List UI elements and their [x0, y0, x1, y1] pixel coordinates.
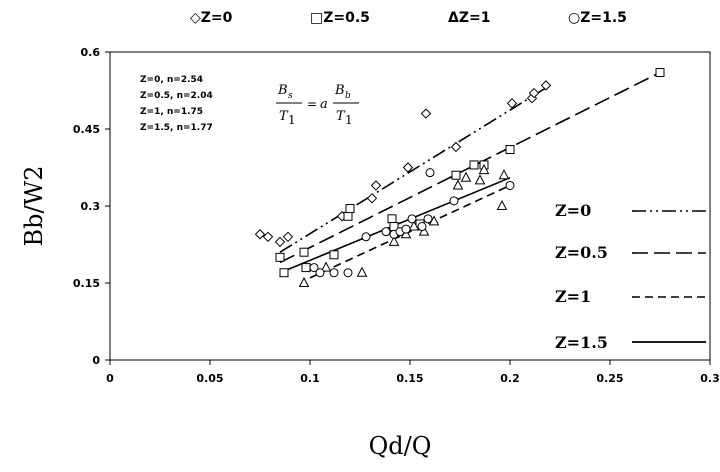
x-tick-label: 0 — [106, 372, 114, 385]
x-tick-label: 0.2 — [500, 372, 520, 385]
point-z15 — [449, 196, 459, 206]
point-z15 — [309, 263, 319, 273]
point-z15 — [381, 227, 391, 237]
line-legend-label-z15: Z=1.5 — [555, 333, 608, 352]
point-z05 — [655, 68, 665, 78]
eq-rhs-num: B — [334, 83, 345, 98]
fit-equation: B s T 1 = a B b T 1 — [276, 83, 359, 127]
x-axis-title: Qd/Q — [369, 432, 432, 460]
fit-line-z0 — [279, 84, 551, 253]
point-z0 — [282, 231, 294, 243]
point-z05 — [299, 247, 309, 257]
point-z05 — [451, 170, 461, 180]
point-z1 — [478, 163, 490, 175]
point-z15 — [505, 180, 515, 190]
point-z0 — [528, 87, 540, 99]
point-z0 — [450, 141, 462, 153]
x-tick-label: 0.1 — [300, 372, 320, 385]
point-z0 — [254, 229, 266, 240]
point-z1 — [408, 220, 420, 231]
point-z05 — [329, 250, 339, 260]
axis-ticks: 0 0.05 0.1 0.15 0.2 0.25 0.3 0 0.15 0.3 0.45 0.6 — [73, 46, 720, 385]
point-z05 — [505, 145, 515, 155]
line-legend-label-z1: Z=1 — [555, 287, 591, 306]
point-z1 — [474, 174, 486, 185]
x-tick-label: 0.15 — [396, 372, 423, 385]
legend-top-z1: ΔZ=1 — [448, 10, 490, 26]
point-z15 — [329, 268, 339, 278]
y-tick-label: 0.6 — [81, 46, 101, 59]
y-tick-label: 0.45 — [73, 123, 100, 136]
point-z05 — [279, 268, 289, 278]
annotation-line-z0: Z=0, n=2.54 — [140, 75, 203, 85]
eq-equals: = — [307, 97, 317, 111]
point-z0 — [402, 162, 414, 173]
point-z05 — [387, 214, 397, 224]
eq-lhs-num-sub: s — [288, 91, 293, 101]
y-tick-label: 0.15 — [73, 277, 100, 290]
eq-rhs-num-sub: b — [345, 91, 351, 101]
point-z15 — [315, 268, 325, 278]
eq-lhs-num: B — [277, 83, 288, 98]
point-z1 — [460, 171, 472, 182]
point-z15 — [417, 222, 427, 232]
point-z15 — [425, 168, 435, 178]
point-z0 — [540, 80, 552, 91]
data-points — [254, 68, 665, 287]
eq-coefficient: a — [320, 97, 328, 112]
point-z1 — [298, 276, 310, 287]
point-z05 — [345, 204, 355, 214]
point-z15 — [401, 224, 411, 234]
x-tick-label: 0.3 — [700, 372, 720, 385]
y-tick-label: 0 — [92, 354, 100, 367]
eq-lhs-den: T — [279, 109, 289, 124]
point-z05 — [301, 263, 311, 273]
point-z05 — [469, 160, 479, 170]
x-tick-label: 0.25 — [596, 372, 623, 385]
legend-top-z15: ○Z=1.5 — [568, 10, 627, 26]
point-z0 — [366, 193, 378, 204]
point-z1 — [320, 261, 332, 272]
eq-lhs-den-sub: 1 — [288, 113, 296, 127]
point-z1 — [388, 235, 400, 246]
point-z0 — [506, 98, 518, 109]
annotation-line-z1: Z=1, n=1.75 — [140, 107, 203, 117]
annotation-line-z15: Z=1.5, n=1.77 — [140, 123, 213, 133]
y-axis-title: Bb/W2 — [20, 165, 48, 246]
point-z0 — [262, 231, 274, 243]
point-z1 — [452, 179, 464, 190]
point-z05 — [343, 211, 353, 221]
point-z1 — [498, 169, 510, 180]
point-z05 — [275, 252, 285, 262]
point-z15 — [361, 232, 371, 242]
annotation-line-z05: Z=0.5, n=2.04 — [140, 91, 213, 101]
point-z1 — [496, 199, 508, 210]
point-z1 — [356, 266, 368, 277]
point-z0 — [420, 108, 432, 119]
line-legend-label-z0: Z=0 — [555, 201, 591, 220]
legend-top-z0: ◇Z=0 — [190, 10, 233, 26]
y-tick-label: 0.3 — [81, 200, 101, 213]
fit-line-z1 — [309, 184, 511, 279]
line-legend-label-z05: Z=0.5 — [555, 243, 608, 262]
x-tick-label: 0.05 — [196, 372, 223, 385]
point-z15 — [423, 214, 433, 224]
legend-top-z05: □Z=0.5 — [310, 10, 370, 26]
point-z0 — [370, 180, 382, 191]
eq-rhs-den: T — [336, 109, 346, 124]
point-z15 — [407, 214, 417, 224]
point-z0 — [274, 236, 286, 248]
eq-rhs-den-sub: 1 — [345, 113, 353, 127]
point-z15 — [343, 268, 353, 278]
